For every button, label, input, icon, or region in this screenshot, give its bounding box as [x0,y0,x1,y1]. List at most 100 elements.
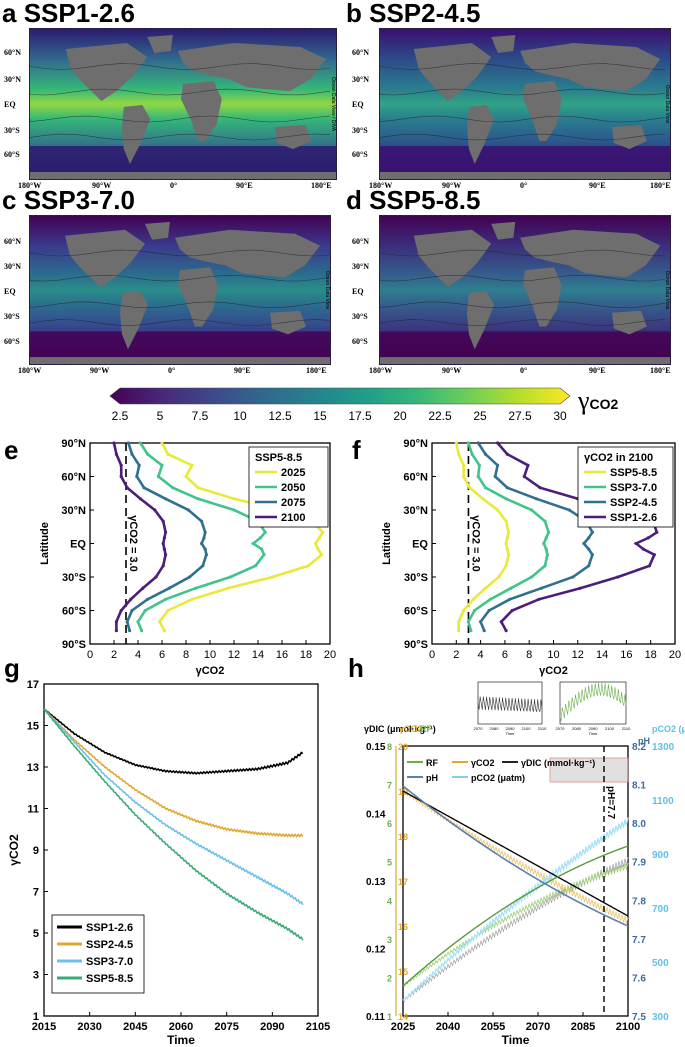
reference-annotation: γCO2 = 3.0 [127,515,139,572]
inset-rf-tick: 2110 [622,726,631,731]
map-lon-label: 180°W [18,366,42,375]
series-point [320,553,324,557]
rf-tick-label: 7 [387,781,392,791]
xtick-label: 2055 [481,1021,505,1033]
colorbar-tick-label: 20 [393,409,407,423]
series-point [537,597,541,601]
series-point [201,564,205,568]
legend-label: SSP2-4.5 [610,497,657,509]
map-lat-label: EQ [4,287,16,296]
map-lat-label: 30°S [352,312,368,321]
x-axis-title: Time [167,1033,195,1047]
antarctica [30,172,336,179]
series-point [488,597,492,601]
series-point [184,474,188,479]
ytick-label: 9 [33,845,39,857]
ph-tick-label: 7.8 [632,896,646,907]
rf-tick-label: 5 [387,858,392,868]
ytick-label: 13 [27,762,39,774]
africa [178,267,218,327]
north-america [413,229,492,287]
legend-label: 2075 [281,497,305,509]
series-point [228,575,232,579]
plot-frame [402,745,629,1017]
legend-label: SSP1-2.6 [610,512,657,524]
australia [270,310,306,335]
rf-tick-label: 2 [387,973,392,983]
panel-f: 90°N 60°N 30°N EQ 30°S 60°S 90°S0 2 4 6 8 10 12 14 16 1… [381,438,681,677]
series-point [160,463,164,467]
xtick-label: 16 [276,649,288,661]
xtick-label: 2090 [260,1021,284,1033]
series-point [582,541,586,546]
ytick-label: 60°S [404,606,428,618]
contour-line [30,88,331,96]
series-point [254,564,258,568]
ytick-label: 60°N [61,472,86,484]
map-lon-label: 90°E [589,366,606,375]
map-lon-label: 90°W [92,181,112,190]
series-point [567,508,571,512]
contour-line [30,115,331,123]
series-point [128,629,132,633]
series-point [203,547,207,551]
series-point [119,474,123,479]
series-point [457,452,461,456]
contour-line [30,301,330,309]
series-point [194,586,198,590]
ytick-label: 60°N [403,472,428,484]
y-axis-title: Latitude [39,522,51,565]
map-lat-label: 30°S [352,126,368,135]
panel-b-title: b SSP2-4.5 [346,0,481,28]
series-point [232,497,236,501]
series-point [119,608,123,613]
inset-dic-raw [477,696,543,713]
series-point [162,629,166,633]
series-point [162,547,166,551]
series-point [112,441,116,445]
dic-tick-label: 0.13 [366,877,386,888]
rf-tick-label: 8 [387,742,392,752]
series-point [506,530,511,534]
series-point [543,519,547,523]
xtick-label: 2105 [306,1021,330,1033]
xtick-label: 10 [547,649,559,661]
series-point [154,575,158,579]
series-point [158,620,162,624]
panel-h-letter: h [348,653,364,683]
legend-title: SSP5-8.5 [255,452,302,464]
series-point [616,575,620,579]
colorbar-tick-label: 7.5 [192,409,209,423]
series-point [202,536,206,540]
xtick-label: 0 [87,649,93,661]
series-point [200,541,204,546]
colorbar-tick-label: 30 [553,409,567,423]
xtick-label: 2 [111,649,117,661]
series-point [457,620,461,624]
map-lat-label: 30°N [352,75,369,84]
series-point [526,463,530,467]
xtick-label: 20 [669,649,681,661]
series-point [470,452,474,456]
inset-rf-frame [559,681,627,725]
series-point [306,564,310,568]
europe-asia [175,229,320,278]
series-point [634,541,638,546]
australia [274,125,312,149]
xtick-label: 10 [204,649,216,661]
inset-dic-tick: 2070 [474,726,484,731]
australia [612,125,647,149]
legend-title: γCO2 in 2100 [584,452,653,464]
series-point [188,575,192,579]
series-point [487,608,491,613]
inset-dic-xlabel: Time [506,731,516,736]
contour-line [380,133,666,141]
dic-tick-label: 0.11 [366,1012,385,1023]
legend-label: 2025 [281,467,305,479]
panel-c-title: c SSP3-7.0 [2,185,135,215]
contour-line [30,133,331,141]
series-point [164,497,168,501]
series-point [476,441,480,445]
xtick-label: 2045 [123,1021,147,1033]
